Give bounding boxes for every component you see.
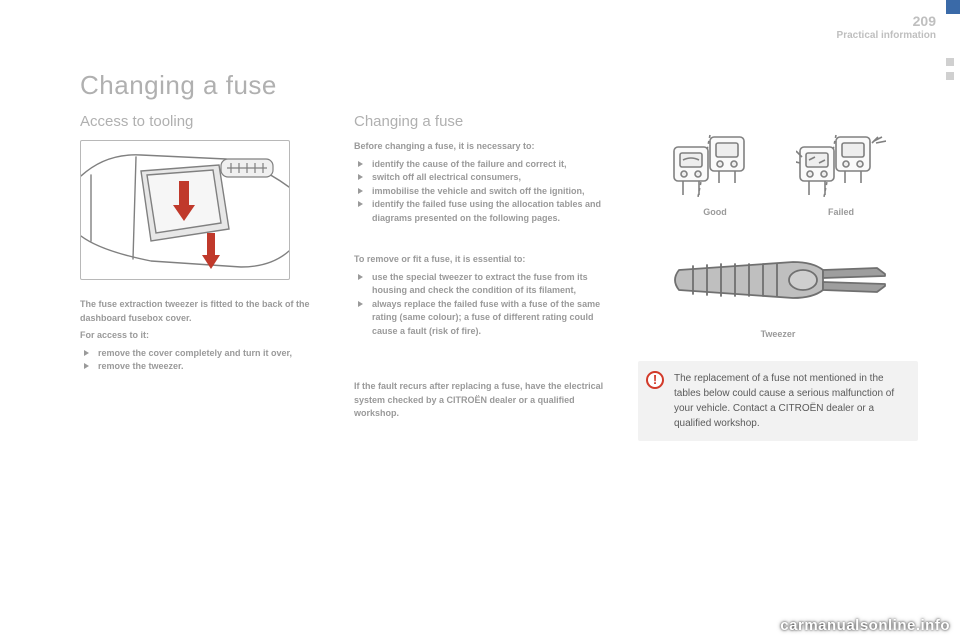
page-title: Changing a fuse [80,70,920,101]
warning-box: ! The replacement of a fuse not mentione… [638,361,918,441]
mid-list-item: always replace the failed fuse with a fu… [354,298,614,339]
mid-list-item: identify the failed fuse using the alloc… [354,198,614,225]
mid-end-para: If the fault recurs after replacing a fu… [354,380,614,421]
mid-lead-1: Before changing a fuse, it is necessary … [354,140,614,154]
fuse-failed: Failed [796,133,886,217]
watermark: carmanualsonline.info [780,617,950,634]
fuse-good-icon [670,133,760,203]
content-area: Changing a fuse Access to tooling [80,70,920,600]
mid-lead-2: To remove or fit a fuse, it is essential… [354,253,614,267]
fusebox-illustration [80,140,290,280]
mid-list-2: use the special tweezer to extract the f… [354,271,614,339]
left-para-2: For access to it: [80,329,330,343]
tweezer-illustration [658,235,898,325]
fuse-good-label: Good [670,207,760,217]
tweezer-icon [663,240,893,320]
columns: Access to tooling [80,113,920,441]
column-middle: Changing a fuse Before changing a fuse, … [354,113,614,441]
fuse-comparison: Good [638,133,918,217]
fuse-good: Good [670,133,760,217]
section-heading: Practical information [837,30,936,41]
mid-list-item: identify the cause of the failure and co… [354,158,614,172]
mid-list-item: switch off all electrical consumers, [354,171,614,185]
left-para-1: The fuse extraction tweezer is fitted to… [80,298,330,325]
fuse-failed-label: Failed [796,207,886,217]
column-left: Access to tooling [80,113,330,441]
manual-page: 209 Practical information Changing a fus… [0,0,960,640]
mid-list-1: identify the cause of the failure and co… [354,158,614,226]
left-heading: Access to tooling [80,113,330,130]
warning-icon: ! [646,371,664,389]
mid-list-item: use the special tweezer to extract the f… [354,271,614,298]
warning-text: The replacement of a fuse not mentioned … [674,373,894,429]
left-list-item: remove the tweezer. [80,360,330,374]
fuse-failed-icon [796,133,886,203]
side-tabs [946,58,954,80]
left-list: remove the cover completely and turn it … [80,347,330,374]
mid-list-item: immobilise the vehicle and switch off th… [354,185,614,199]
left-list-item: remove the cover completely and turn it … [80,347,330,361]
page-number: 209 [913,13,936,29]
tweezer-label: Tweezer [638,329,918,339]
column-right: Good [638,113,918,441]
mid-heading: Changing a fuse [354,113,614,130]
